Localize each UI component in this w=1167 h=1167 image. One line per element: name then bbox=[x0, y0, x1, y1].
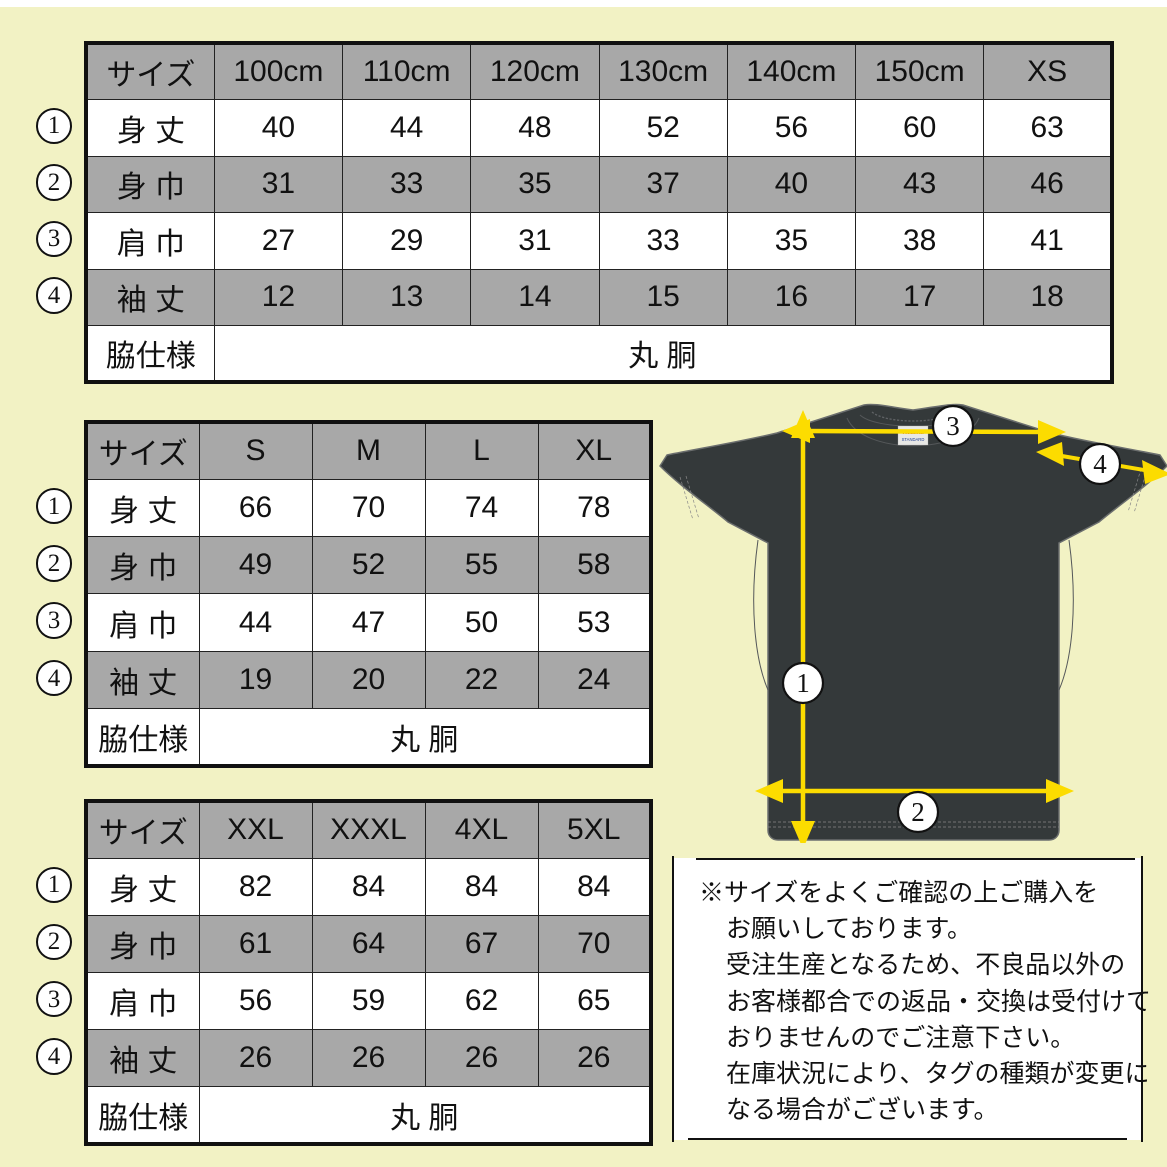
svg-text:3: 3 bbox=[946, 411, 960, 441]
svg-text:2: 2 bbox=[911, 797, 925, 827]
svg-text:4: 4 bbox=[1093, 449, 1107, 479]
svg-text:1: 1 bbox=[796, 668, 810, 698]
svg-text:STANDARD: STANDARD bbox=[902, 437, 925, 442]
